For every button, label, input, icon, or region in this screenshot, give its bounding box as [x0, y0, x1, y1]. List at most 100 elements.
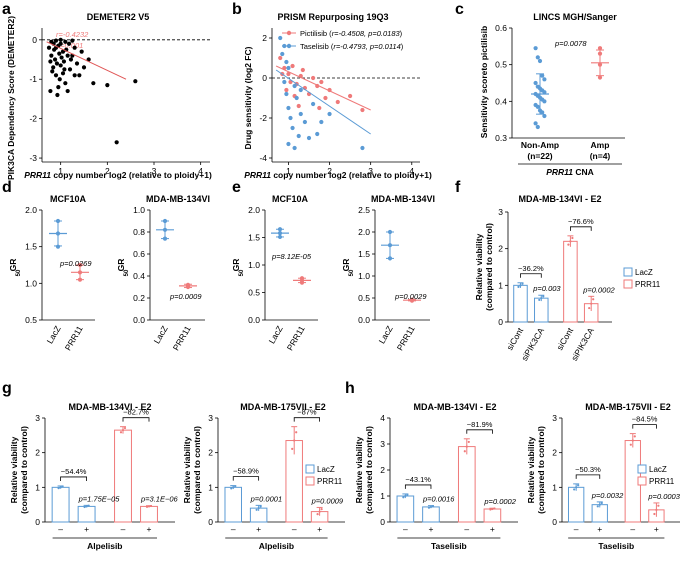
data-point — [277, 227, 283, 232]
data-point — [51, 65, 56, 70]
panel-g-plot: 0 1 2 3 – + – + −54.4% p=1.75E−05 −82.7% p=3.1E−06 A… — [9, 408, 345, 551]
x-tick-label: PRR11 — [63, 324, 85, 352]
data-point — [145, 505, 149, 508]
data-point — [230, 487, 233, 490]
y-tick-label: 4 — [380, 413, 385, 423]
data-point — [431, 505, 435, 508]
panel-c-ylabel: Sensitivity scoreto pictilisib — [479, 26, 489, 138]
data-point — [286, 71, 291, 77]
data-point — [162, 227, 168, 232]
bar — [534, 297, 549, 323]
significance-bracket — [466, 429, 493, 434]
data-point — [320, 508, 323, 511]
data-point — [63, 81, 68, 86]
data-point — [542, 99, 547, 104]
data-point — [49, 53, 54, 58]
data-point — [567, 243, 570, 246]
data-point — [577, 484, 580, 487]
data-point — [429, 505, 433, 509]
panel-b-legend: Pictilisib (r=-0.4508, p=0.0183) Taselis… — [282, 29, 404, 51]
data-point — [296, 103, 301, 109]
data-point — [277, 231, 283, 236]
y-axis-label-sub: 50 — [16, 269, 22, 276]
data-point — [290, 125, 295, 131]
y-tick-label: 0.6 — [133, 249, 145, 259]
x-tick-label: PRR11 — [171, 324, 193, 352]
y-tick-label: 1.0 — [248, 260, 260, 270]
fit-line — [275, 65, 371, 111]
y-tick-label: 1 — [552, 482, 557, 492]
panel-label-e: e — [232, 179, 241, 196]
data-point — [286, 105, 291, 111]
y-tick-label: 0 — [262, 73, 267, 83]
data-point — [57, 51, 62, 56]
data-point — [53, 73, 59, 78]
y-tick-label: 0.8 — [133, 227, 145, 237]
data-point — [542, 295, 545, 298]
data-point — [323, 95, 328, 101]
p-value: p=3.1E−06 — [140, 495, 179, 504]
x-tick-label: – — [464, 524, 469, 534]
y-tick-label: 0 — [208, 517, 213, 527]
y-axis-label: Relative viability — [182, 436, 192, 503]
panel-a-ylabel: PIK3CA Dependency Score (DEMETER2) — [6, 16, 16, 180]
x-tick-label: + — [490, 524, 495, 534]
y-tick-label: 2.0 — [358, 227, 370, 237]
data-point — [387, 243, 393, 248]
legend-taselisib: Taselisib (r=-0.4793, p=0.0114) — [300, 42, 404, 51]
panel-c-p: p=0.0078 — [554, 39, 587, 48]
x-tick-label: + — [256, 524, 261, 534]
legend-swatch-prr11 — [623, 279, 633, 289]
significance-bracket — [293, 417, 320, 422]
panel-c-n0: (n=22) — [527, 151, 552, 161]
y-axis-label: Relative viability — [526, 436, 536, 503]
p-value: p=0.0016 — [422, 495, 455, 504]
data-point — [657, 504, 660, 507]
data-point — [569, 240, 572, 243]
y-tick-label: -2 — [29, 114, 37, 124]
data-point — [147, 505, 151, 508]
data-point — [597, 62, 603, 67]
data-point — [465, 445, 468, 448]
p-value: p=0.003 — [532, 284, 561, 293]
panel-label-c: c — [455, 1, 464, 18]
data-point — [60, 71, 66, 76]
y-axis-label: Relative viability — [474, 233, 484, 300]
data-point — [575, 486, 578, 489]
x-tick-label: 1 — [286, 166, 291, 176]
percent-change: −43.1% — [405, 475, 431, 484]
legend-lacz: LacZ — [635, 268, 653, 277]
y-tick-label: 2.5 — [358, 205, 370, 215]
data-point — [162, 218, 168, 224]
x-tick-label: – — [630, 524, 635, 534]
data-point — [491, 507, 494, 511]
data-point — [597, 75, 603, 80]
data-point — [387, 229, 393, 235]
data-point — [535, 55, 540, 60]
panel-g-title-2: MDA-MB-175VII - E2 — [240, 402, 326, 412]
data-point — [288, 115, 293, 121]
data-point — [55, 244, 61, 249]
bar — [114, 429, 132, 523]
data-point — [335, 99, 340, 105]
y-tick-label: 1 — [35, 482, 40, 492]
data-point — [74, 61, 80, 66]
data-point — [58, 37, 63, 42]
panel-c-plot: 0.3 0.4 0.5 0.6 — [495, 23, 625, 143]
y-tick-label: -1 — [29, 74, 37, 84]
y-tick-label: 2 — [380, 465, 385, 475]
p-value: p=0.0032 — [591, 491, 624, 500]
panel-label-f: f — [455, 179, 461, 196]
data-point — [316, 512, 319, 516]
data-point — [286, 65, 291, 71]
x-tick-label: LacZ — [377, 324, 395, 345]
data-point — [317, 105, 322, 111]
data-point — [292, 145, 297, 151]
data-point — [61, 59, 67, 64]
y-tick-label: 2 — [35, 448, 40, 458]
legend-swatch-prr11 — [637, 476, 647, 486]
data-point — [114, 140, 119, 145]
x-tick-label: – — [58, 524, 63, 534]
p-value: p=0.0269 — [59, 259, 92, 268]
